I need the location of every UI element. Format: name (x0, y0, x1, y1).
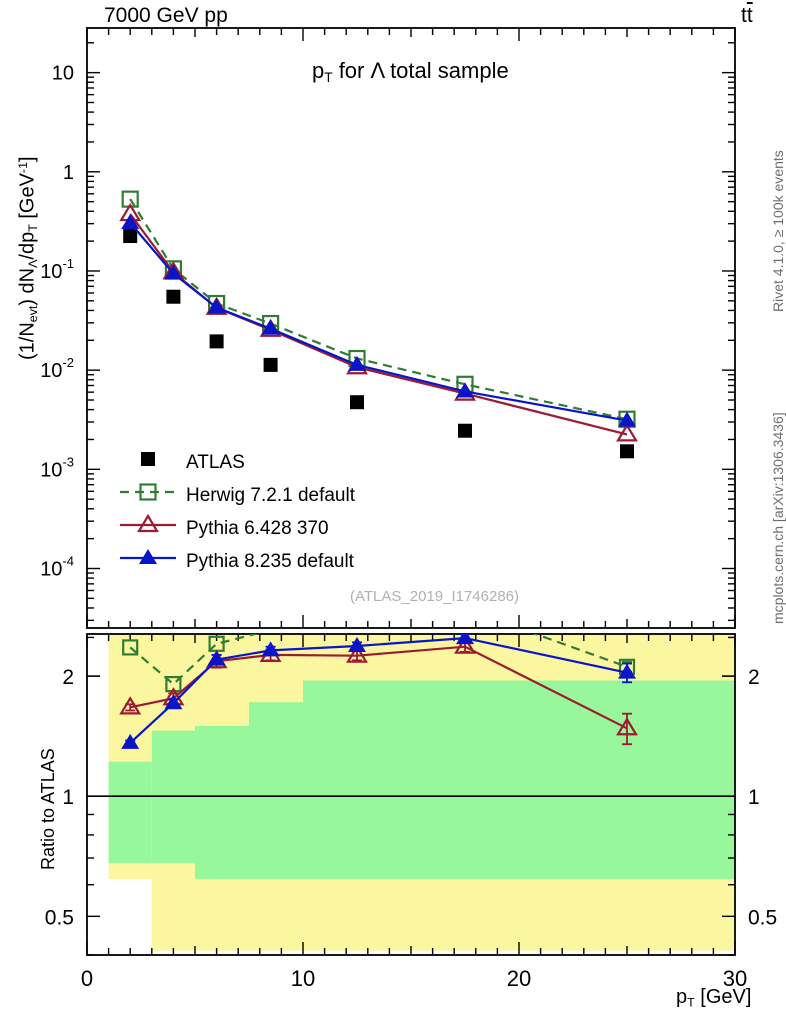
main-panel-frame (86, 27, 736, 629)
header-left: 7000 GeV pp (104, 4, 228, 27)
data-point-atlas (620, 444, 634, 459)
ratio-point-pythia (207, 650, 226, 666)
data-point-pythia (616, 423, 638, 442)
data-point-pythia (207, 298, 226, 314)
ratio-y-tick-label-right: 0.5 (748, 906, 777, 929)
uncertainty-band-green (519, 680, 735, 880)
data-point-pythia (456, 382, 474, 398)
legend-marker-1 (139, 483, 157, 501)
data-point-pythia (618, 411, 636, 427)
y-axis-tick-label: 10 (52, 63, 74, 85)
ratio-point-pythia (456, 634, 474, 645)
data-point-atlas (263, 357, 278, 372)
series-line-pythia (129, 222, 628, 422)
data-point-atlas (166, 289, 181, 304)
legend-label-pythia8: Pythia 8.235 default (186, 551, 354, 572)
ratio-point-pythia (618, 663, 636, 679)
data-point-atlas (123, 229, 138, 244)
ratio-point-herwig (122, 639, 139, 656)
data-point-atlas (209, 334, 224, 349)
x-axis-tick-label: 10 (291, 966, 315, 991)
y-axis-tick-label: 10-1 (40, 256, 74, 283)
ratio-y-tick-label: 2 (62, 666, 74, 689)
uncertainty-band-green (108, 761, 152, 864)
y-axis-tick-label: 10-2 (40, 355, 74, 382)
legend-label-pythia6: Pythia 6.428 370 (186, 518, 329, 539)
x-axis-tick-label: 30 (723, 966, 747, 991)
data-point-atlas (458, 423, 472, 438)
uncertainty-band-green (249, 702, 303, 880)
ratio-y-tick-label-right: 1 (748, 786, 760, 809)
ratio-point-pythia (164, 694, 183, 710)
ratio-point-pythia (616, 717, 638, 736)
ratio-point-pythia (348, 636, 366, 652)
legend-marker-2 (137, 513, 159, 533)
uncertainty-band-green (303, 680, 411, 880)
legend-label-herwig: Herwig 7.2.1 default (186, 485, 355, 506)
series-line-herwig (129, 198, 628, 421)
legend-marker-3 (139, 549, 157, 564)
y-axis-tick-label: 10-4 (40, 553, 74, 580)
series-line-pythia (129, 213, 628, 436)
x-axis-tick-label: 20 (507, 966, 531, 991)
ratio-y-tick-label: 0.5 (45, 906, 74, 929)
x-axis-tick-label: 0 (81, 966, 93, 991)
y-axis-tick-label: 1 (63, 162, 74, 184)
plot-title: pT for Λ total sample (312, 58, 509, 85)
ratio-point-pythia (121, 733, 140, 749)
x-axis-label: pT [GeV] (676, 986, 752, 1010)
ratio-y-tick-label: 1 (62, 786, 74, 809)
data-point-atlas (350, 395, 364, 410)
ratio-point-pythia (454, 635, 476, 654)
header-right: tt (741, 4, 753, 27)
legend-label-atlas: ATLAS (186, 452, 245, 473)
data-point-pythia (164, 264, 183, 280)
ratio-series-group (119, 634, 638, 749)
ratio-point-pythia (261, 641, 280, 657)
uncertainty-band-green (411, 680, 519, 880)
ratio-point-pythia (346, 644, 368, 663)
ratio-y-tick-label-right: 2 (748, 666, 760, 689)
data-point-pythia (348, 355, 366, 371)
dataset-watermark: (ATLAS_2019_I1746286) (350, 588, 520, 605)
data-point-pythia (261, 319, 280, 335)
y-axis-tick-label: 10-3 (40, 454, 74, 481)
data-point-pythia (121, 213, 140, 229)
ttbar-label: t (741, 4, 747, 27)
uncertainty-band-green (195, 725, 249, 880)
legend-marker-0 (141, 452, 155, 466)
ratio-point-pythia (119, 696, 142, 715)
